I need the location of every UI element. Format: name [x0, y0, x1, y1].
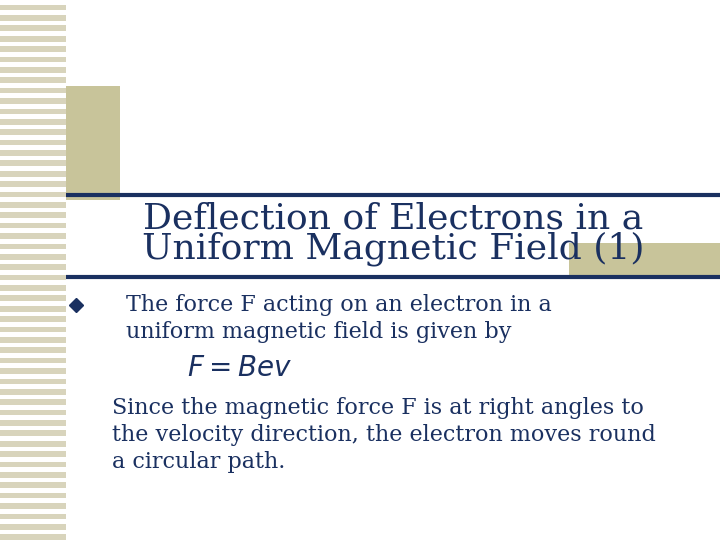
Bar	[0, 295, 66, 301]
Bar	[0, 67, 66, 73]
Bar	[0, 25, 66, 31]
Bar	[569, 243, 720, 278]
Bar	[0, 87, 66, 93]
Bar	[0, 327, 66, 332]
Text: Since the magnetic force F is at right angles to: Since the magnetic force F is at right a…	[112, 397, 644, 418]
Text: a circular path.: a circular path.	[112, 451, 285, 472]
Bar	[0, 212, 66, 218]
Bar	[0, 451, 66, 457]
Bar	[0, 57, 66, 62]
Bar	[0, 119, 66, 125]
Bar	[0, 275, 66, 280]
Bar	[0, 129, 66, 135]
Bar	[0, 15, 66, 21]
Bar	[0, 379, 66, 384]
Bar	[0, 503, 66, 509]
Bar	[0, 254, 66, 260]
Bar	[0, 472, 66, 478]
Bar	[0, 482, 66, 488]
Bar	[0, 441, 66, 447]
Bar	[0, 306, 66, 312]
Bar	[0, 347, 66, 353]
Bar	[0, 171, 66, 177]
Bar	[0, 492, 66, 498]
Text: $F = Bev$: $F = Bev$	[187, 355, 292, 382]
Bar	[0, 399, 66, 405]
Bar	[0, 357, 66, 363]
Text: the velocity direction, the electron moves round: the velocity direction, the electron mov…	[112, 424, 655, 446]
Text: The force F acting on an electron in a: The force F acting on an electron in a	[126, 294, 552, 316]
Bar	[0, 160, 66, 166]
Bar	[0, 534, 66, 540]
Bar	[0, 46, 66, 52]
Bar	[0, 222, 66, 228]
Bar	[0, 337, 66, 343]
Bar	[0, 264, 66, 270]
Bar	[0, 36, 66, 42]
Text: Deflection of Electrons in a: Deflection of Electrons in a	[143, 202, 643, 235]
Bar	[0, 410, 66, 415]
Bar	[0, 150, 66, 156]
Bar	[0, 389, 66, 395]
Bar	[0, 192, 66, 197]
Bar	[0, 420, 66, 426]
Text: uniform magnetic field is given by: uniform magnetic field is given by	[126, 321, 511, 343]
Bar	[66, 86, 120, 200]
Bar	[0, 202, 66, 208]
Bar	[0, 244, 66, 249]
Bar	[0, 514, 66, 519]
Bar	[0, 430, 66, 436]
Bar	[0, 181, 66, 187]
Bar	[0, 233, 66, 239]
Bar	[0, 524, 66, 530]
Bar	[0, 5, 66, 10]
Bar	[0, 368, 66, 374]
Text: Uniform Magnetic Field (1): Uniform Magnetic Field (1)	[142, 231, 644, 266]
Bar	[0, 109, 66, 114]
Bar	[0, 285, 66, 291]
Bar	[0, 140, 66, 145]
Bar	[0, 316, 66, 322]
Bar	[0, 462, 66, 467]
Bar	[0, 98, 66, 104]
Bar	[0, 77, 66, 83]
